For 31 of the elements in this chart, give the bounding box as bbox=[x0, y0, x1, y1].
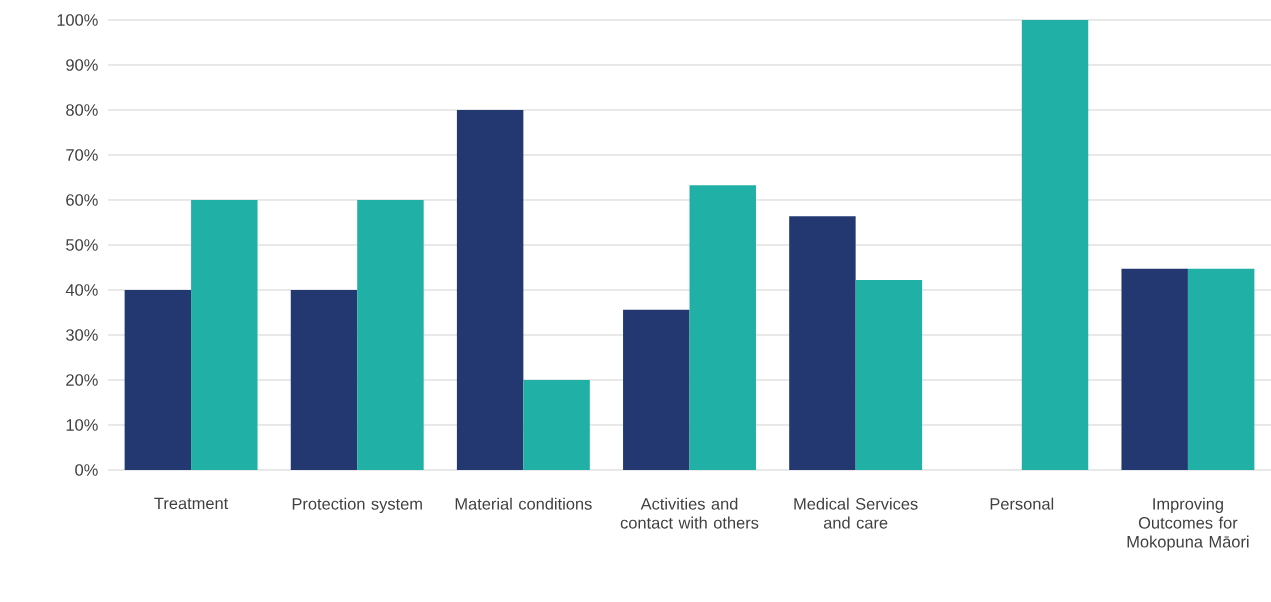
bar bbox=[1021, 19, 1089, 470]
bar bbox=[789, 216, 856, 470]
y-tick-label: 80% bbox=[66, 104, 98, 116]
y-tick-label: 40% bbox=[65, 284, 98, 296]
x-tick-label: Treatment bbox=[154, 497, 229, 510]
x-tick-label: Medical Services and care bbox=[794, 497, 918, 529]
y-tick-label: 100% bbox=[57, 14, 98, 26]
y-tick-label: 50% bbox=[66, 239, 98, 251]
y-tick-label: 10% bbox=[66, 419, 98, 431]
bar bbox=[523, 379, 590, 470]
bar bbox=[456, 109, 524, 470]
bar bbox=[357, 199, 424, 470]
bar bbox=[124, 289, 192, 470]
bar bbox=[290, 289, 358, 470]
x-tick-label: Material conditions bbox=[455, 497, 592, 510]
bar bbox=[1121, 268, 1188, 470]
y-tick-label: 90% bbox=[66, 59, 98, 71]
bar bbox=[623, 309, 690, 470]
y-tick-label: 70% bbox=[66, 149, 98, 161]
bar bbox=[689, 185, 756, 470]
bar bbox=[1187, 268, 1255, 470]
y-tick-label: 0% bbox=[75, 464, 98, 476]
y-tick-label: 20% bbox=[66, 374, 98, 386]
x-tick-label: Protection system bbox=[292, 497, 422, 513]
y-tick-label: 30% bbox=[66, 329, 98, 341]
bar bbox=[191, 199, 258, 470]
x-tick-label: Activities and contact with others bbox=[620, 497, 759, 529]
x-tick-label: Improving Outcomes for Mokopuna Māori bbox=[1127, 497, 1249, 551]
bar bbox=[855, 280, 923, 470]
x-tick-label: Personal bbox=[990, 497, 1054, 510]
y-tick-label: 60% bbox=[66, 194, 98, 206]
